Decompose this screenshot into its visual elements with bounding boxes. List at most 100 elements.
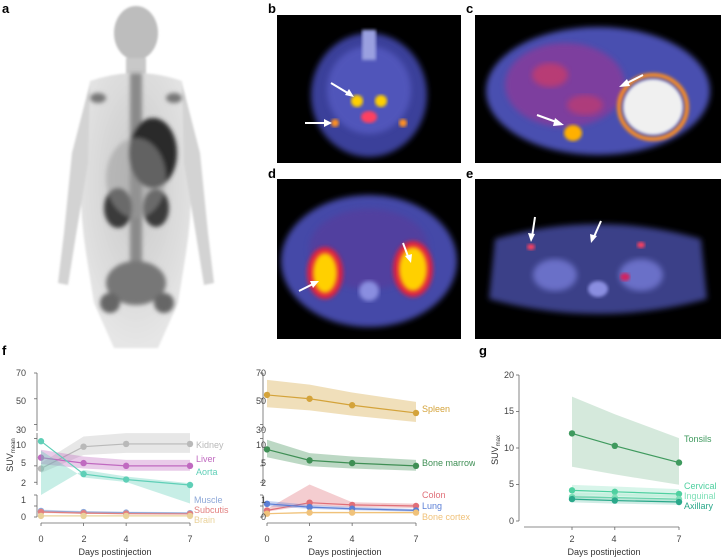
- panel-label-e: e: [466, 166, 474, 181]
- panel-label-a: a: [2, 1, 10, 16]
- panel-label-b: b: [268, 1, 276, 16]
- data-point-spleen: [306, 395, 313, 402]
- svg-text:SUVmean: SUVmean: [5, 438, 17, 472]
- data-point-cervical: [611, 488, 618, 495]
- confidence-band-spleen: [267, 379, 416, 423]
- y-tick-label: 15: [504, 406, 514, 416]
- chart-f-right: 70 50 30 10 5 2 1 0 0 2 4 7 Days postinj…: [256, 368, 475, 557]
- series-label-bone-cortex: Bone cortex: [422, 512, 471, 522]
- series-label-brain: Brain: [194, 515, 215, 525]
- series-label-liver: Liver: [196, 454, 216, 464]
- mip-image: [18, 3, 254, 351]
- data-point-kidney: [122, 440, 130, 448]
- petct-kidney-image: [277, 179, 461, 339]
- y-tick-label: 1: [21, 495, 26, 505]
- x-tick-label: 7: [676, 534, 681, 544]
- series-line-subcutis: [40, 511, 191, 515]
- data-point-bone-marrow: [348, 459, 356, 467]
- data-point-tonsils: [675, 459, 683, 466]
- data-point-bone-marrow: [412, 462, 420, 470]
- y-axis-label: SUVmax: [490, 435, 502, 465]
- series-label-kidney: Kidney: [196, 440, 224, 450]
- x-tick-label: 2: [569, 534, 574, 544]
- data-point-bone-cortex: [263, 510, 271, 517]
- x-tick-label: 4: [349, 534, 354, 544]
- confidence-band-cervical: [572, 484, 679, 499]
- y-tick-label: 70: [256, 368, 266, 378]
- data-point-aorta: [122, 476, 130, 483]
- data-point-aorta: [80, 470, 87, 478]
- data-point-tonsils: [568, 430, 576, 437]
- series-label-subcutis: Subcutis: [194, 505, 229, 515]
- petct-abdomen-image: [475, 15, 721, 163]
- series-label-aorta: Aorta: [196, 467, 218, 477]
- svg-text:SUVmax: SUVmax: [490, 435, 502, 465]
- series-line-liver: [40, 457, 190, 467]
- series-label-colon: Colon: [422, 490, 446, 500]
- data-point-liver: [186, 462, 194, 470]
- data-point-axillary: [611, 497, 618, 504]
- data-point-axillary: [568, 495, 576, 503]
- data-point-aorta: [186, 481, 194, 489]
- panel-label-g: g: [479, 343, 487, 358]
- y-tick-label: 5: [21, 458, 26, 468]
- y-tick-label: 2: [261, 478, 266, 488]
- petct-pelvis-image: [475, 179, 721, 339]
- data-point-colon: [412, 502, 420, 510]
- confidence-band-kidney: [41, 433, 190, 474]
- x-tick-label: 7: [187, 534, 192, 544]
- y-tick-label: 5: [261, 458, 266, 468]
- y-tick-label: 10: [504, 443, 514, 453]
- y-tick-label: 50: [256, 396, 266, 406]
- x-tick-label: 2: [81, 534, 86, 544]
- y-tick-label: 2: [21, 478, 26, 488]
- petct-neck-image: [277, 15, 461, 163]
- data-point-aorta: [37, 438, 45, 445]
- series-line-bone-cortex: [266, 512, 416, 515]
- y-tick-label: 5: [509, 479, 514, 489]
- x-tick-label: 0: [264, 534, 269, 544]
- data-point-kidney: [80, 443, 87, 450]
- data-point-brain: [80, 512, 87, 520]
- confidence-band-bone-marrow: [267, 439, 416, 471]
- series-line-spleen: [266, 394, 417, 414]
- data-point-bone-cortex: [412, 509, 420, 516]
- x-tick-label: 7: [413, 534, 418, 544]
- y-tick-label: 1: [261, 495, 266, 505]
- series-label-axillary: Axillary: [684, 501, 714, 511]
- y-tick-label: 30: [256, 425, 266, 435]
- x-tick-label: 2: [307, 534, 312, 544]
- y-axis-label: SUVmean: [5, 438, 17, 472]
- y-tick-label: 10: [16, 440, 26, 450]
- data-point-brain: [122, 512, 130, 520]
- series-line-lung: [266, 503, 417, 511]
- data-point-bone-marrow: [306, 457, 313, 464]
- data-point-brain: [186, 512, 194, 520]
- data-point-bone-marrow: [263, 446, 271, 453]
- series-label-tonsils: Tonsils: [684, 434, 712, 444]
- confidence-band-aorta: [41, 450, 190, 504]
- y-tick-label: 30: [16, 425, 26, 435]
- series-line-bone-marrow: [266, 448, 417, 467]
- y-tick-label: 70: [16, 368, 26, 378]
- series-label-spleen: Spleen: [422, 404, 450, 414]
- series-label-muscle: Muscle: [194, 495, 223, 505]
- data-point-bone-cortex: [348, 509, 356, 516]
- data-point-bone-cortex: [306, 509, 313, 516]
- data-point-lung: [263, 500, 271, 507]
- series-label-lung: Lung: [422, 501, 442, 511]
- x-axis-label: Days postinjection: [308, 547, 381, 557]
- data-point-spleen: [263, 391, 271, 399]
- series-line-aorta: [40, 440, 191, 486]
- panel-label-f: f: [2, 343, 7, 358]
- y-tick-label: 50: [16, 396, 26, 406]
- chart-g: 20 15 10 5 0 2 4 7 Days postinjection SU…: [490, 370, 717, 557]
- data-point-liver: [37, 454, 45, 461]
- data-point-axillary: [675, 498, 683, 506]
- chart-f-left: 70 50 30 10 5 2 1 0 0 2 4 7 Days postinj…: [5, 368, 229, 557]
- x-tick-label: 4: [123, 534, 128, 544]
- panel-label-d: d: [268, 166, 276, 181]
- data-point-spleen: [348, 402, 356, 409]
- data-point-brain: [37, 512, 45, 520]
- y-tick-label: 0: [261, 512, 266, 522]
